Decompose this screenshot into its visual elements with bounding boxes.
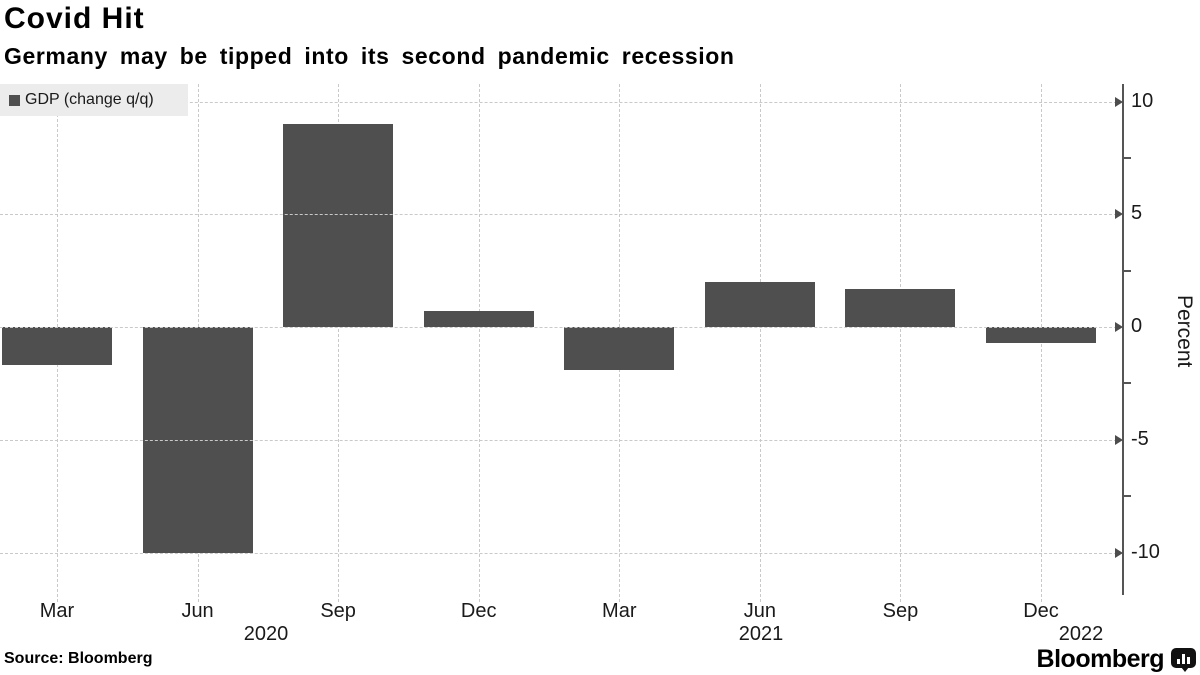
y-tick-arrow-icon (1115, 209, 1123, 220)
legend-label: GDP (change q/q) (25, 91, 154, 108)
y-axis-line (1122, 84, 1124, 595)
y-tick-label: -10 (1131, 540, 1160, 563)
legend: GDP (change q/q) (0, 84, 188, 116)
icon-bar (1187, 657, 1190, 664)
gridline-vertical (478, 84, 480, 602)
x-tick-label: Mar (602, 600, 637, 622)
source-note: Source: Bloomberg (4, 650, 153, 667)
gridline-vertical (900, 84, 902, 602)
gridline-horizontal (0, 552, 1122, 554)
gridline-vertical (1040, 84, 1042, 602)
y-axis-title: Percent (1173, 295, 1196, 368)
brand-wordmark: Bloomberg (1036, 645, 1165, 673)
y-tick-arrow-icon (1115, 434, 1123, 445)
y-tick-label: 5 (1131, 202, 1143, 225)
bar (2, 327, 112, 366)
y-tick-arrow-icon (1115, 322, 1123, 332)
bar (564, 327, 675, 370)
x-tick-label: Jun (181, 600, 214, 622)
y-tick-arrow-icon (1115, 547, 1123, 558)
y-tick-minor (1123, 382, 1131, 385)
year-label: 2020 (243, 623, 289, 645)
x-tick-label: Dec (1023, 600, 1059, 622)
x-tick-label: Dec (460, 600, 497, 622)
x-tick-label: Sep (882, 600, 919, 622)
y-tick-label: 0 (1131, 315, 1143, 337)
gridline-horizontal (0, 101, 1122, 103)
bar (283, 124, 394, 327)
y-tick-label: -5 (1131, 427, 1149, 450)
x-tick-label: Sep (320, 600, 356, 622)
year-label: 2021 (738, 623, 784, 645)
gridline-vertical (759, 84, 761, 602)
bloomberg-terminal-icon (1171, 648, 1196, 672)
chart-title: Covid Hit (4, 2, 145, 35)
x-tick-label: Jun (743, 600, 776, 622)
gridline-horizontal (0, 214, 1122, 216)
bar (985, 327, 1096, 343)
icon-bar (1182, 654, 1185, 664)
gridline-horizontal (0, 327, 1122, 328)
y-tick-minor (1123, 495, 1131, 498)
legend-swatch-icon (9, 94, 20, 106)
bar (845, 288, 956, 327)
y-tick-label: 10 (1131, 89, 1154, 112)
y-tick-minor (1123, 269, 1131, 272)
bar (423, 311, 534, 327)
bar (704, 281, 815, 327)
gridline-vertical (338, 84, 340, 602)
icon-tail (1181, 667, 1189, 672)
chart-subtitle: Germany may be tipped into its second pa… (4, 43, 735, 69)
year-label: 2022 (1058, 623, 1104, 645)
y-tick-minor (1123, 156, 1131, 159)
x-tick-label: Mar (39, 600, 75, 622)
gridline-horizontal (0, 439, 1122, 441)
y-tick-arrow-icon (1115, 96, 1123, 107)
icon-bar (1177, 659, 1180, 664)
